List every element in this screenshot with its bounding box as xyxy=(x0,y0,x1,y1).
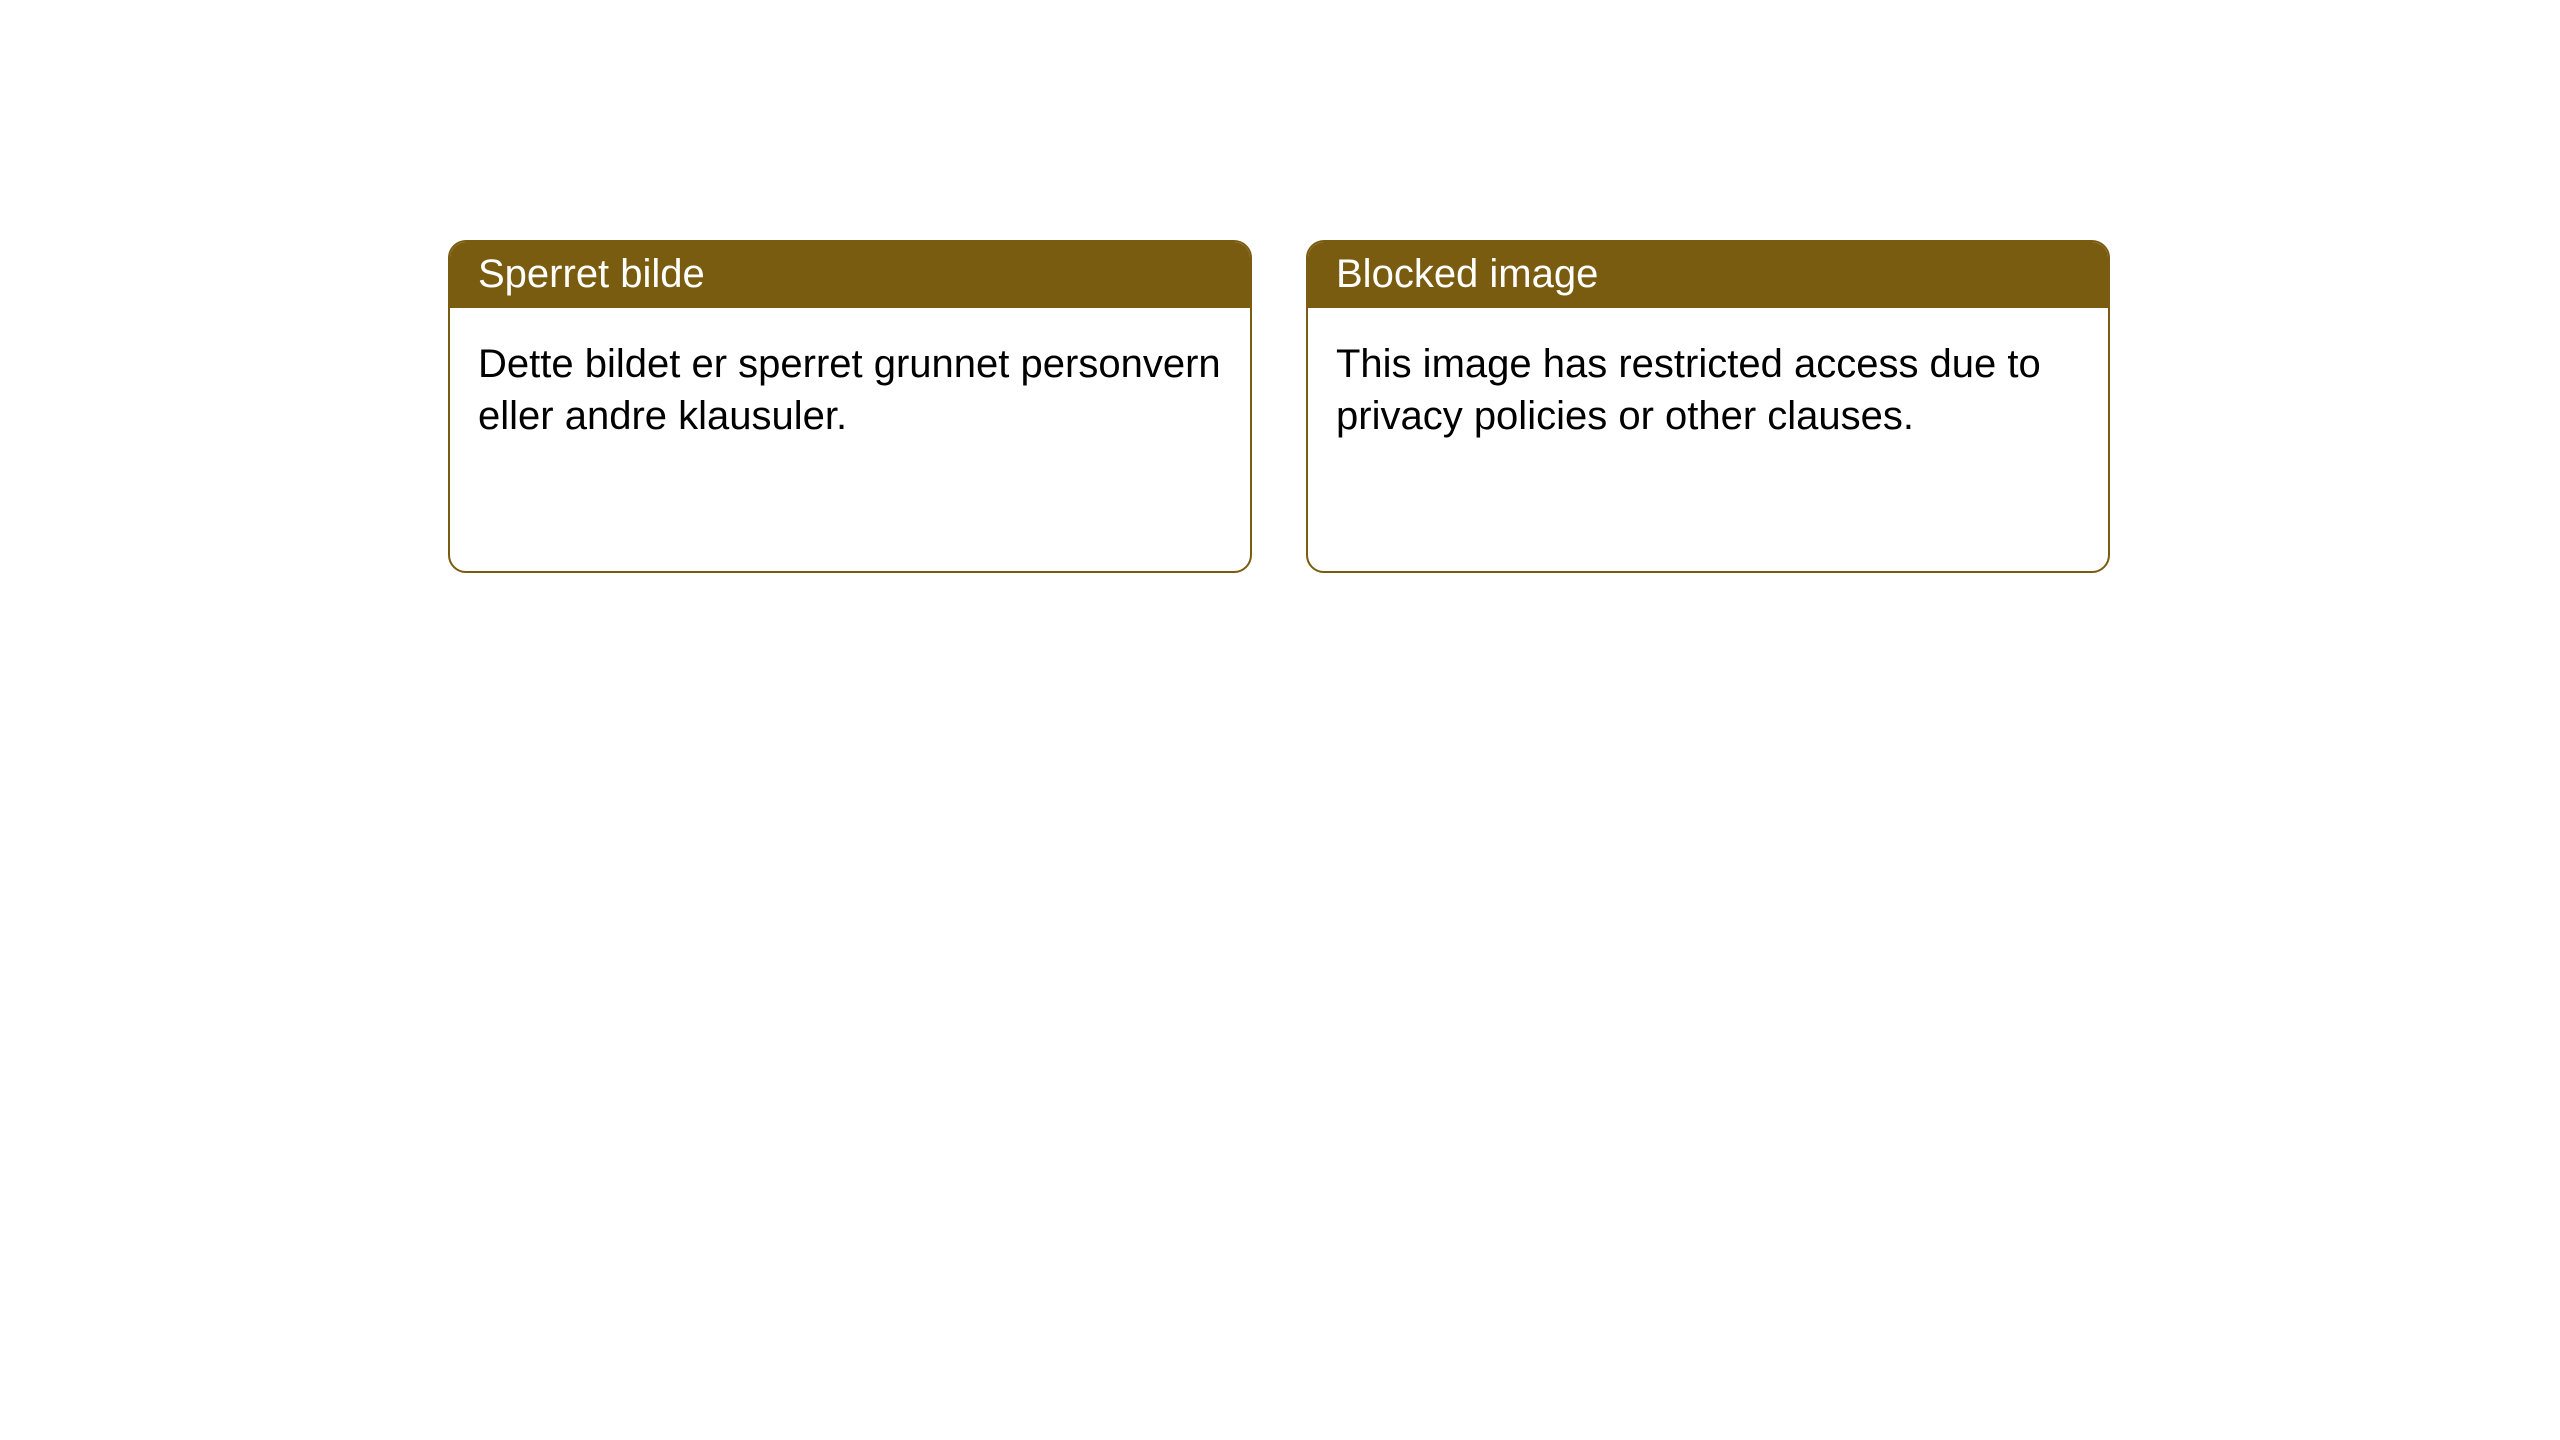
card-title-english: Blocked image xyxy=(1308,242,2108,308)
card-body-norwegian: Dette bildet er sperret grunnet personve… xyxy=(450,308,1250,472)
card-body-english: This image has restricted access due to … xyxy=(1308,308,2108,472)
card-title-norwegian: Sperret bilde xyxy=(450,242,1250,308)
notice-card-norwegian: Sperret bilde Dette bildet er sperret gr… xyxy=(448,240,1252,573)
notice-container: Sperret bilde Dette bildet er sperret gr… xyxy=(0,0,2560,573)
notice-card-english: Blocked image This image has restricted … xyxy=(1306,240,2110,573)
